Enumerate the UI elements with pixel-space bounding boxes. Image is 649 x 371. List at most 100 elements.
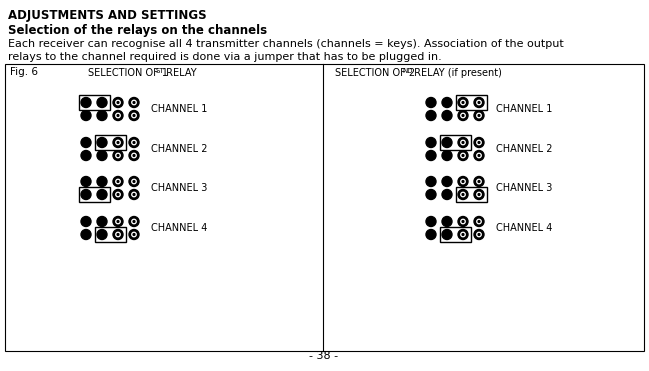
Circle shape: [462, 102, 464, 104]
Circle shape: [462, 234, 464, 236]
Circle shape: [478, 221, 480, 222]
Circle shape: [458, 177, 468, 187]
Text: CHANNEL 2: CHANNEL 2: [151, 144, 208, 154]
Circle shape: [132, 192, 136, 197]
Circle shape: [133, 102, 135, 104]
Circle shape: [132, 153, 136, 158]
Text: SELECTION OF 2: SELECTION OF 2: [335, 68, 415, 78]
Circle shape: [81, 138, 91, 148]
Circle shape: [474, 217, 484, 227]
Circle shape: [477, 140, 481, 145]
Circle shape: [458, 230, 468, 240]
Text: CHANNEL 3: CHANNEL 3: [496, 183, 552, 193]
Circle shape: [116, 140, 120, 145]
Circle shape: [113, 111, 123, 121]
Circle shape: [474, 190, 484, 200]
Circle shape: [97, 151, 107, 161]
Circle shape: [442, 177, 452, 187]
Circle shape: [132, 232, 136, 237]
Circle shape: [117, 194, 119, 196]
Circle shape: [458, 230, 468, 240]
Circle shape: [426, 151, 436, 161]
Circle shape: [461, 232, 465, 237]
Circle shape: [477, 192, 481, 197]
Circle shape: [477, 100, 481, 105]
Circle shape: [478, 142, 480, 144]
Bar: [456, 95, 487, 110]
Text: CHANNEL 3: CHANNEL 3: [151, 183, 208, 193]
Circle shape: [81, 230, 91, 240]
Circle shape: [461, 219, 465, 224]
Circle shape: [133, 234, 135, 236]
Circle shape: [116, 100, 120, 105]
Text: SELECTION OF 1: SELECTION OF 1: [88, 68, 168, 78]
Circle shape: [478, 155, 480, 157]
Circle shape: [462, 155, 464, 157]
Circle shape: [477, 100, 481, 105]
Circle shape: [129, 217, 139, 227]
Circle shape: [97, 217, 107, 227]
Circle shape: [426, 190, 436, 200]
Bar: [79, 187, 110, 202]
Circle shape: [478, 234, 480, 236]
Circle shape: [97, 138, 107, 148]
Circle shape: [81, 190, 91, 200]
Circle shape: [129, 151, 139, 161]
Circle shape: [474, 98, 484, 108]
Circle shape: [426, 177, 436, 187]
Circle shape: [478, 102, 480, 104]
Circle shape: [81, 98, 91, 108]
Text: ADJUSTMENTS AND SETTINGS: ADJUSTMENTS AND SETTINGS: [8, 9, 206, 22]
Circle shape: [474, 177, 484, 187]
Circle shape: [113, 138, 123, 148]
Circle shape: [116, 219, 120, 224]
Circle shape: [113, 138, 123, 148]
Circle shape: [133, 194, 135, 196]
Circle shape: [113, 151, 123, 161]
Circle shape: [477, 192, 481, 197]
Text: CHANNEL 1: CHANNEL 1: [151, 104, 208, 114]
Circle shape: [462, 194, 464, 196]
Circle shape: [426, 230, 436, 240]
Circle shape: [97, 177, 107, 187]
Circle shape: [117, 115, 119, 116]
Circle shape: [461, 100, 465, 105]
Bar: [95, 135, 125, 150]
Circle shape: [461, 140, 465, 145]
Bar: [79, 95, 110, 110]
Circle shape: [117, 102, 119, 104]
Circle shape: [117, 142, 119, 144]
Circle shape: [113, 98, 123, 108]
Circle shape: [81, 177, 91, 187]
Circle shape: [461, 232, 465, 237]
Circle shape: [113, 230, 123, 240]
Circle shape: [132, 140, 136, 145]
Circle shape: [442, 138, 452, 148]
Circle shape: [116, 113, 120, 118]
Circle shape: [462, 221, 464, 222]
Text: CHANNEL 1: CHANNEL 1: [496, 104, 552, 114]
Circle shape: [442, 190, 452, 200]
Circle shape: [461, 140, 465, 145]
Circle shape: [117, 142, 119, 144]
Circle shape: [477, 179, 481, 184]
Bar: [456, 187, 487, 202]
Bar: [5, 64, 644, 351]
Circle shape: [462, 142, 464, 144]
Circle shape: [478, 115, 480, 116]
Circle shape: [97, 230, 107, 240]
Circle shape: [426, 138, 436, 148]
Circle shape: [132, 100, 136, 105]
Circle shape: [462, 142, 464, 144]
Circle shape: [458, 151, 468, 161]
Circle shape: [477, 153, 481, 158]
Circle shape: [462, 234, 464, 236]
Circle shape: [461, 153, 465, 158]
Circle shape: [474, 111, 484, 121]
Bar: [95, 227, 125, 242]
Circle shape: [113, 190, 123, 200]
Circle shape: [442, 111, 452, 121]
Text: Selection of the relays on the channels: Selection of the relays on the channels: [8, 24, 267, 37]
Circle shape: [462, 102, 464, 104]
Circle shape: [426, 217, 436, 227]
